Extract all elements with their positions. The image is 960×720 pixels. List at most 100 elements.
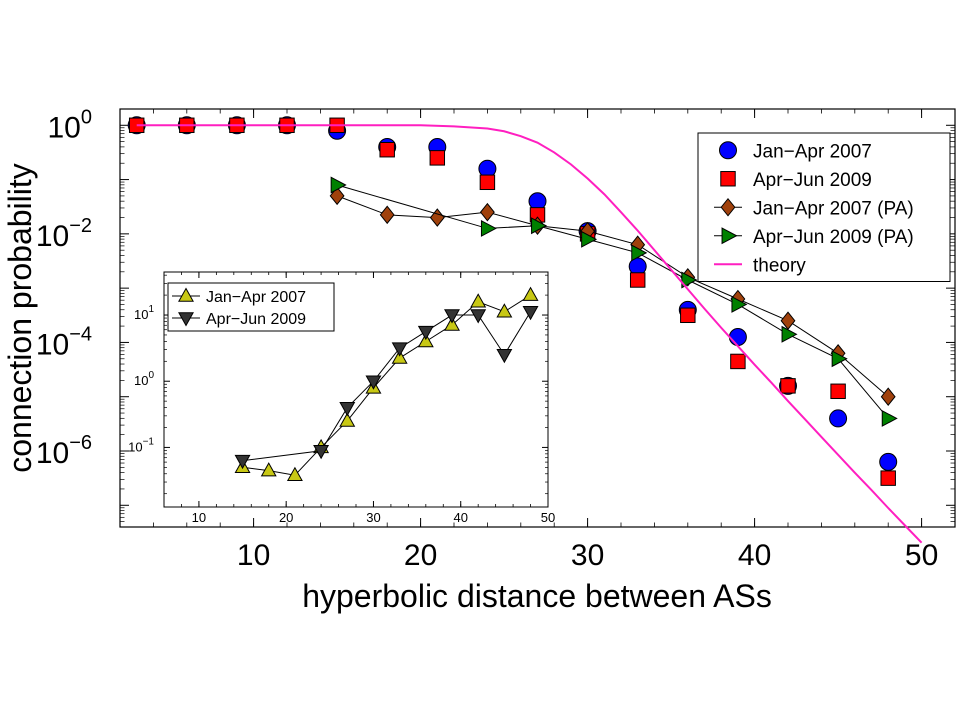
data-point-jan-apr-2007 [417, 332, 434, 348]
data-point-apr-jun-2009-pa [531, 217, 548, 235]
legend-swatch-marker [178, 312, 194, 327]
main-series-layer [127, 116, 923, 544]
data-point-jan-apr-2007 [339, 412, 356, 427]
data-point-jan-apr-2007-pa [329, 186, 345, 206]
series-line-theory [136, 124, 923, 544]
data-point-apr-jun-2009-pa [831, 350, 848, 368]
data-point-jan-apr-2007-pa [780, 311, 796, 331]
y-tick-label: 100 [134, 370, 154, 388]
data-point-apr-jun-2009 [629, 272, 646, 288]
main-tick-labels: 10 20 30 40 50 100 10−2 10−4 10−6 [36, 106, 938, 572]
inset-tick-marks [163, 272, 549, 507]
data-point-jan-apr-2007 [829, 409, 848, 428]
data-point-apr-jun-2009 [444, 309, 460, 324]
y-tick-label: 10−6 [36, 432, 92, 470]
legend-label: Apr−Jun 2009 [753, 170, 872, 191]
data-point-jan-apr-2007 [260, 462, 277, 477]
legend-label: Jan−Apr 2007 (PA) [753, 198, 914, 219]
y-tick-label: 10−1 [128, 436, 154, 454]
main-legend: Jan−Apr 2007 Apr−Jun 2009 Jan−Apr 2007 (PA… [697, 132, 951, 282]
x-tick-label: 10 [237, 539, 270, 572]
data-point-jan-apr-2007 [496, 303, 513, 318]
x-tick-label: 40 [453, 510, 467, 525]
data-point-apr-jun-2009 [339, 401, 356, 417]
y-tick-label: 10−2 [36, 215, 92, 253]
main-tick-marks [119, 109, 956, 528]
series-theory [136, 124, 923, 544]
data-point-apr-jun-2009 [429, 150, 446, 166]
y-tick-label: 101 [134, 304, 154, 322]
data-point-apr-jun-2009 [234, 454, 251, 470]
data-point-jan-apr-2007 [444, 316, 460, 331]
data-point-apr-jun-2009 [496, 348, 513, 364]
x-tick-label: 20 [404, 539, 437, 572]
data-point-apr-jun-2009-pa [681, 271, 698, 289]
x-axis-label: hyperbolic distance between ASs [302, 578, 772, 614]
series-line-apr-jun-2009-pa [336, 184, 889, 419]
legend-swatch-marker [720, 171, 736, 187]
data-point-apr-jun-2009 [479, 174, 496, 191]
data-point-apr-jun-2009-pa [781, 325, 798, 343]
data-point-jan-apr-2007 [522, 286, 539, 301]
data-point-apr-jun-2009-pa [330, 176, 347, 194]
data-point-apr-jun-2009-pa [631, 244, 648, 262]
inset-series-layer [234, 286, 539, 481]
data-point-apr-jun-2009 [880, 470, 896, 486]
series-apr-jun-2009 [128, 117, 896, 486]
data-point-apr-jun-2009-pa [731, 295, 748, 313]
legend-swatch-marker [719, 141, 737, 160]
y-tick-label: 10−4 [36, 323, 92, 361]
data-point-jan-apr-2007 [286, 466, 303, 481]
data-point-jan-apr-2007-pa [880, 387, 896, 407]
legend-swatch-marker [178, 287, 194, 302]
data-point-apr-jun-2009-pa [581, 230, 598, 248]
legend-label: Jan−Apr 2007 [753, 141, 872, 162]
legend-entry-jan-apr-2007: Jan−Apr 2007 [719, 141, 872, 162]
inset-tick-labels: 10 20 30 40 50 10−1 100 101 [128, 304, 555, 525]
legend-label: theory [753, 255, 806, 276]
inset-legend: Jan−Apr 2007 Apr−Jun 2009 [167, 282, 335, 332]
data-point-apr-jun-2009 [830, 383, 846, 400]
data-point-apr-jun-2009 [522, 305, 539, 321]
x-tick-label: 50 [541, 510, 555, 525]
y-axis-label: connection probability [2, 163, 38, 473]
data-point-apr-jun-2009-pa [881, 409, 898, 427]
data-point-apr-jun-2009 [470, 309, 487, 324]
x-tick-label: 30 [366, 510, 380, 525]
legend-entry-jan-apr-2007-pa: Jan−Apr 2007 (PA) [714, 197, 914, 219]
data-point-apr-jun-2009 [417, 325, 434, 341]
legend-entry-apr-jun-2009: Apr−Jun 2009 [172, 311, 306, 328]
legend-label: Jan−Apr 2007 [206, 289, 306, 306]
legend-entry-apr-jun-2009: Apr−Jun 2009 [720, 170, 872, 191]
legend-label: Apr−Jun 2009 (PA) [753, 227, 914, 248]
series-line-jan-apr-2007-pa [336, 195, 889, 398]
legend-entry-theory: theory [714, 255, 806, 276]
data-point-apr-jun-2009 [680, 307, 696, 324]
data-point-jan-apr-2007 [470, 293, 487, 308]
legend-label: Apr−Jun 2009 [206, 311, 306, 328]
series-apr-jun-2009 [234, 305, 539, 470]
data-point-jan-apr-2007-pa [479, 202, 495, 222]
x-tick-label: 50 [905, 539, 938, 572]
x-tick-label: 10 [192, 510, 206, 525]
series-line-apr-jun-2009 [242, 311, 531, 462]
data-point-apr-jun-2009 [379, 141, 395, 158]
data-point-jan-apr-2007 [728, 328, 747, 346]
y-tick-label: 100 [48, 106, 93, 144]
legend-entry-apr-jun-2009-pa: Apr−Jun 2009 (PA) [714, 227, 914, 248]
series-apr-jun-2009-pa [330, 176, 898, 427]
legend-box [167, 282, 335, 332]
data-point-jan-apr-2007 [879, 452, 898, 471]
data-point-apr-jun-2009-pa [480, 219, 497, 237]
data-point-apr-jun-2009 [313, 444, 330, 460]
data-point-apr-jun-2009 [391, 342, 408, 357]
data-point-apr-jun-2009 [365, 375, 382, 390]
data-point-apr-jun-2009 [730, 353, 746, 370]
data-point-jan-apr-2007 [391, 349, 408, 364]
x-tick-label: 40 [738, 539, 771, 572]
legend-swatch-marker [720, 197, 736, 217]
inset-chart: 10 20 30 40 50 10−1 100 101 Jan−Apr 2007 Apr−Jun… [128, 271, 555, 525]
legend-entry-jan-apr-2007: Jan−Apr 2007 [172, 287, 306, 306]
x-tick-label: 20 [279, 510, 293, 525]
